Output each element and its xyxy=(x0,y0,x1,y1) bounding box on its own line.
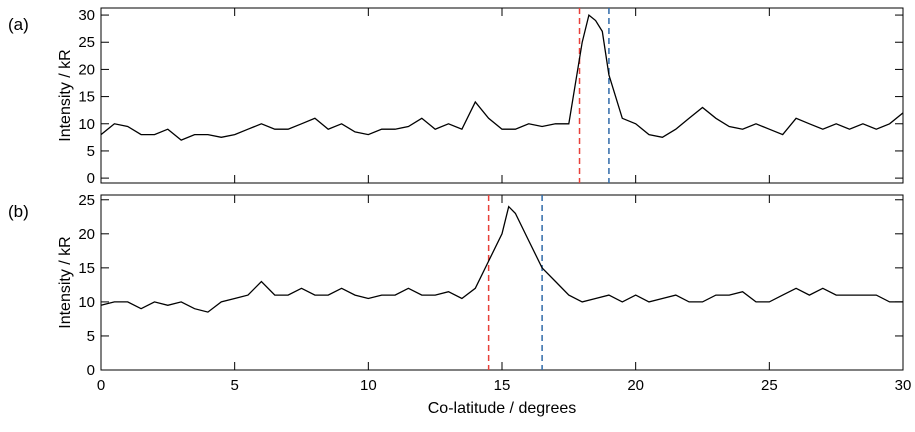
data-line xyxy=(100,205,903,313)
panel-label: (a) xyxy=(8,15,29,34)
y-tick-label: 20 xyxy=(78,226,95,243)
x-tick-label: 5 xyxy=(230,377,238,394)
y-tick-label: 10 xyxy=(78,116,95,133)
y-tick-label: 30 xyxy=(78,7,95,24)
y-axis-label: Intensity / kR xyxy=(57,236,74,328)
panel-label: (b) xyxy=(8,202,29,221)
y-tick-label: 20 xyxy=(78,61,95,78)
y-axis-label: Intensity / kR xyxy=(57,49,74,141)
y-tick-label: 5 xyxy=(87,328,95,345)
x-tick-label: 10 xyxy=(360,377,377,394)
y-tick-label: 0 xyxy=(87,362,95,379)
x-tick-label: 30 xyxy=(895,377,912,394)
y-tick-label: 5 xyxy=(87,143,95,160)
y-tick-label: 25 xyxy=(78,192,95,209)
x-tick-label: 0 xyxy=(97,377,105,394)
y-tick-label: 0 xyxy=(87,170,95,187)
y-tick-label: 25 xyxy=(78,34,95,51)
plot-frame xyxy=(100,7,904,184)
plot-frame xyxy=(100,194,904,371)
x-axis-label: Co-latitude / degrees xyxy=(428,400,577,417)
y-tick-label: 15 xyxy=(78,89,95,106)
x-tick-label: 20 xyxy=(627,377,644,394)
y-tick-label: 15 xyxy=(78,260,95,277)
x-tick-label: 25 xyxy=(761,377,778,394)
x-tick-label: 15 xyxy=(494,377,511,394)
data-line xyxy=(100,13,904,141)
y-tick-label: 10 xyxy=(78,294,95,311)
